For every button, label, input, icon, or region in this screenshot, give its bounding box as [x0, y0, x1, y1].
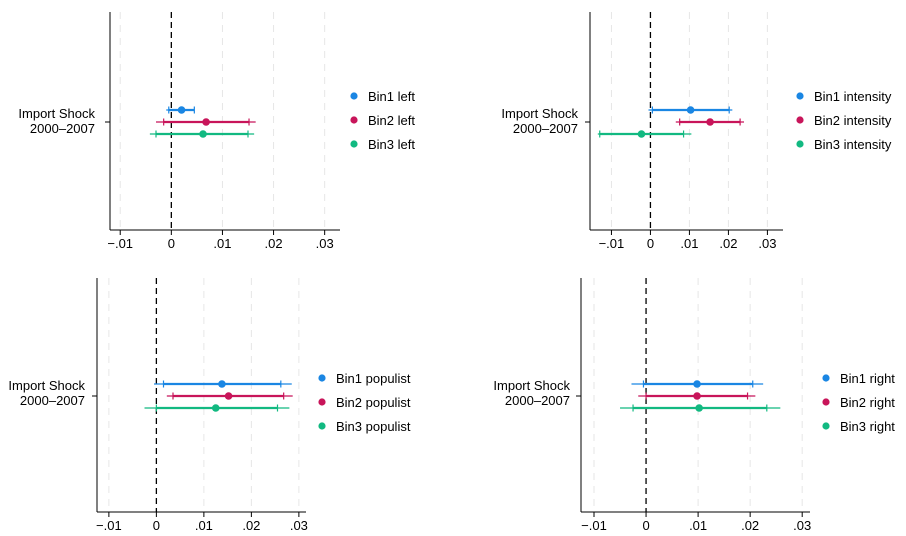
point-estimate — [224, 392, 233, 400]
x-tick-label: .01 — [213, 236, 231, 251]
point-estimate — [177, 106, 186, 114]
y-category-label: Import Shock — [18, 106, 95, 121]
series-1 — [154, 380, 292, 388]
x-tick-label: .02 — [242, 518, 260, 533]
x-tick-label: .03 — [316, 236, 334, 251]
y-category-label: Import Shock — [501, 106, 578, 121]
series-1 — [648, 106, 733, 114]
point-estimate — [202, 118, 210, 126]
point-estimate — [199, 130, 207, 138]
legend-marker — [822, 374, 830, 382]
legend-label: Bin2 populist — [336, 395, 411, 410]
series-2 — [166, 392, 293, 400]
legend-marker — [318, 398, 326, 406]
legend-marker — [350, 140, 358, 148]
series-2 — [638, 392, 756, 400]
point-estimate — [695, 404, 703, 412]
y-category-label: 2000–2007 — [30, 121, 95, 136]
point-estimate — [693, 392, 701, 400]
series-3 — [620, 404, 781, 412]
legend-marker — [350, 116, 358, 124]
legend-marker — [796, 116, 804, 124]
point-estimate — [693, 380, 701, 388]
legend-label: Bin1 intensity — [814, 89, 892, 104]
y-category-label: Import Shock — [493, 378, 570, 393]
point-estimate — [637, 130, 646, 138]
x-tick-label: −.01 — [599, 236, 625, 251]
x-tick-label: −.01 — [107, 236, 133, 251]
x-tick-label: −.01 — [581, 518, 607, 533]
legend-label: Bin3 right — [840, 419, 895, 434]
legend-marker — [822, 422, 830, 430]
legend-label: Bin1 right — [840, 371, 895, 386]
point-estimate — [211, 404, 220, 412]
point-estimate — [686, 106, 695, 114]
x-tick-label: 0 — [647, 236, 654, 251]
series-2 — [675, 118, 745, 126]
y-category-label: 2000–2007 — [505, 393, 570, 408]
x-tick-label: .03 — [793, 518, 811, 533]
legend-marker — [318, 422, 326, 430]
legend-marker — [318, 374, 326, 382]
legend-label: Bin3 left — [368, 137, 415, 152]
x-tick-label: .02 — [265, 236, 283, 251]
x-tick-label: .03 — [290, 518, 308, 533]
series-3 — [597, 130, 692, 138]
series-1 — [631, 380, 764, 388]
x-tick-label: −.01 — [96, 518, 122, 533]
legend-label: Bin1 left — [368, 89, 415, 104]
series-3 — [144, 404, 290, 412]
x-tick-label: .02 — [719, 236, 737, 251]
legend-label: Bin2 right — [840, 395, 895, 410]
legend: Bin1 intensity Bin2 intensity Bin3 intensi… — [796, 89, 892, 152]
legend-label: Bin2 intensity — [814, 113, 892, 128]
x-tick-label: 0 — [168, 236, 175, 251]
series-1 — [166, 106, 195, 114]
legend-marker — [796, 140, 804, 148]
legend-label: Bin3 intensity — [814, 137, 892, 152]
legend-label: Bin2 left — [368, 113, 415, 128]
series-2 — [156, 118, 256, 126]
legend-label: Bin3 populist — [336, 419, 411, 434]
legend-label: Bin1 populist — [336, 371, 411, 386]
x-tick-label: .01 — [195, 518, 213, 533]
point-estimate — [218, 380, 226, 388]
legend-marker — [350, 92, 358, 100]
legend-marker — [796, 92, 804, 100]
x-tick-label: .01 — [689, 518, 707, 533]
x-tick-label: .03 — [758, 236, 776, 251]
y-category-label: 2000–2007 — [20, 393, 85, 408]
legend: Bin1 left Bin2 left Bin3 left — [350, 89, 415, 152]
x-tick-label: 0 — [642, 518, 649, 533]
x-tick-label: .01 — [680, 236, 698, 251]
y-category-label: 2000–2007 — [513, 121, 578, 136]
y-category-label: Import Shock — [8, 378, 85, 393]
legend-marker — [822, 398, 830, 406]
x-tick-label: .02 — [741, 518, 759, 533]
series-3 — [149, 130, 255, 138]
x-tick-label: 0 — [153, 518, 160, 533]
legend: Bin1 right Bin2 right Bin3 right — [822, 371, 895, 434]
legend: Bin1 populist Bin2 populist Bin3 populist — [318, 371, 411, 434]
point-estimate — [706, 118, 714, 126]
